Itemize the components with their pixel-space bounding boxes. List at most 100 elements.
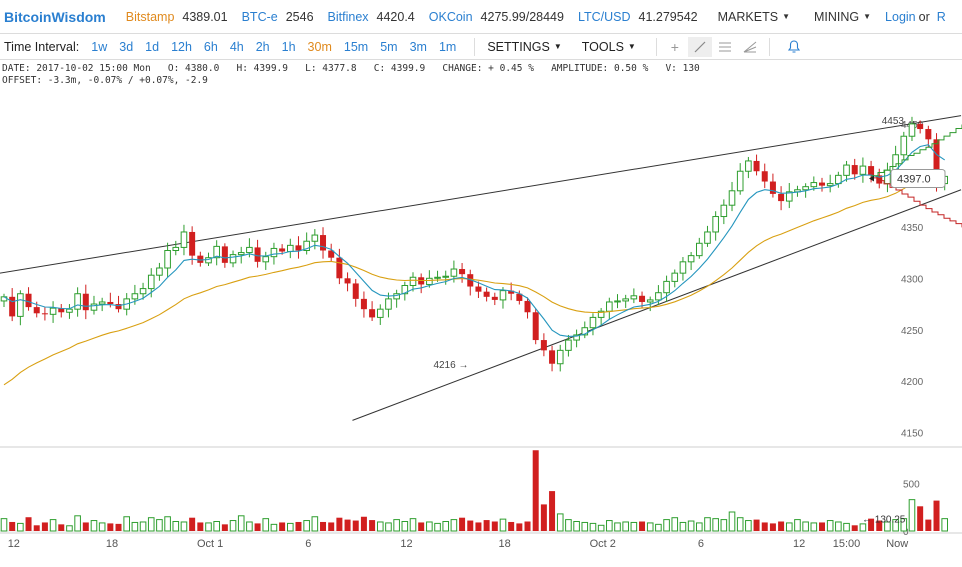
volume-bar-rising (704, 517, 711, 532)
ohlc-info-panel: DATE: 2017-10-02 15:00 Mon O: 4380.0 H: … (2, 63, 700, 87)
candle-body-rising (270, 247, 278, 258)
settings-menu[interactable]: SETTINGS ▼ (487, 40, 561, 54)
line-draw-icon[interactable] (687, 36, 712, 57)
volume-bar-rising (835, 521, 842, 532)
candle-body-rising (139, 288, 147, 295)
volume-bar-rising (679, 521, 687, 532)
candle-body-rising (229, 254, 237, 264)
volume-bar-rising (859, 523, 867, 532)
interval-1w[interactable]: 1w (91, 39, 108, 54)
x-tick-label: 18 (106, 538, 118, 550)
bitcoinwisdom-logo[interactable]: BitcoinWisdom (4, 8, 106, 25)
volume-bar-rising (589, 522, 597, 532)
candle-body-rising (376, 308, 384, 318)
volume-bar-falling (336, 517, 343, 531)
volume-bar-falling (115, 523, 122, 531)
chevron-down-icon: ▼ (863, 12, 872, 21)
interval-6h[interactable]: 6h (203, 39, 218, 54)
volume-bar-rising (17, 522, 24, 532)
candle-body-rising (409, 276, 417, 287)
markets-menu[interactable]: MARKETS ▼ (718, 10, 790, 24)
login-link[interactable]: Login (885, 9, 916, 24)
register-link[interactable]: R (936, 9, 946, 24)
tools-menu[interactable]: TOOLS ▼ (582, 40, 636, 54)
volume-bar-rising (450, 519, 458, 532)
interval-15m[interactable]: 15m (343, 39, 369, 54)
candle-body-rising (147, 274, 155, 290)
volume-bar-rising (131, 521, 139, 532)
volume-bar-rising (401, 521, 409, 532)
candle-body-rising (589, 316, 597, 329)
candle-body-rising (49, 307, 57, 315)
candle-body-falling (369, 309, 376, 318)
interval-30m[interactable]: 30m (307, 39, 332, 54)
volume-bar-rising (229, 520, 237, 532)
volume-bar-rising (74, 515, 81, 532)
volume-bar-falling (189, 517, 196, 531)
candle-body-falling (33, 307, 40, 314)
bell-icon[interactable] (782, 37, 806, 57)
volume-bar-falling (868, 518, 875, 531)
candle-body-falling (819, 182, 825, 186)
volume-bar-rising (941, 518, 949, 532)
exchange-bitstamp[interactable]: Bitstamp 4389.01 (126, 10, 228, 24)
interval-5m[interactable]: 5m (380, 39, 398, 54)
volume-bar-rising (712, 518, 719, 532)
candle-body-falling (9, 296, 16, 317)
interval-12h[interactable]: 12h (171, 39, 192, 54)
exchange-okcoin[interactable]: OKCoin 4275.99/28449 (429, 10, 564, 24)
lower-trend-line (352, 189, 962, 421)
volume-bar-rising (687, 520, 695, 532)
candle-body-falling (475, 286, 482, 292)
volume-bar-rising (671, 517, 679, 532)
candle-body-rising (237, 252, 245, 256)
candle-body-falling (516, 293, 523, 301)
candle-body-rising (98, 301, 106, 305)
interval-4h[interactable]: 4h (229, 39, 244, 54)
exchange-btce[interactable]: BTC-e 2546 (242, 10, 314, 24)
candle-body-rising (442, 275, 450, 278)
crosshair-icon[interactable]: + (670, 38, 679, 55)
fan-icon[interactable] (738, 37, 762, 57)
x-tick-label: 6 (305, 538, 311, 550)
volume-bar-rising (442, 521, 450, 532)
offset-info-line: OFFSET: -3.3m, -0.07% / +0.07%, -2.9 (2, 75, 208, 86)
volume-bar-falling (418, 522, 425, 531)
x-tick-label: 12 (8, 538, 20, 550)
x-tick-label: 15:00 (833, 538, 861, 550)
candle-body-falling (933, 139, 940, 184)
volume-bar-falling (369, 520, 376, 531)
ema-fast-line (3, 144, 946, 337)
interval-1m[interactable]: 1m (438, 39, 457, 54)
fib-lines-icon[interactable] (713, 37, 737, 57)
volume-bar-rising (287, 522, 294, 532)
volume-bar-falling (221, 524, 228, 531)
exchange-price: 4275.99/28449 (480, 9, 564, 24)
interval-1h[interactable]: 1h (281, 39, 296, 54)
volume-bar-falling (753, 519, 760, 531)
settings-label: SETTINGS (487, 39, 550, 54)
candle-body-rising (565, 339, 572, 351)
candle-body-falling (25, 293, 32, 308)
candle-body-rising (687, 255, 695, 263)
ema-slow-line (3, 175, 945, 386)
exchange-bitfinex[interactable]: Bitfinex 4420.4 (328, 10, 415, 24)
candle-body-rising (573, 334, 580, 341)
interval-1d[interactable]: 1d (145, 39, 160, 54)
volume-bar-rising (556, 513, 564, 532)
volume-bar-rising (213, 521, 220, 532)
top-navigation-bar: BitcoinWisdom Bitstamp 4389.01 BTC-e 2546 … (0, 0, 962, 34)
candle-body-falling (254, 247, 261, 262)
candle-body-rising (884, 169, 891, 185)
mining-menu[interactable]: MINING ▼ (814, 10, 871, 24)
x-tick-label: Oct 2 (590, 538, 616, 550)
bid-depth-line (871, 177, 962, 228)
interval-2h[interactable]: 2h (255, 39, 270, 54)
exchange-price: 4389.01 (182, 9, 228, 24)
interval-3d[interactable]: 3d (119, 39, 134, 54)
exchange-ltcusd[interactable]: LTC/USD 41.279542 (578, 10, 698, 24)
price-tick-label: 4250 (901, 326, 924, 337)
interval-3m[interactable]: 3m (409, 39, 427, 54)
volume-bar-rising (237, 515, 245, 532)
